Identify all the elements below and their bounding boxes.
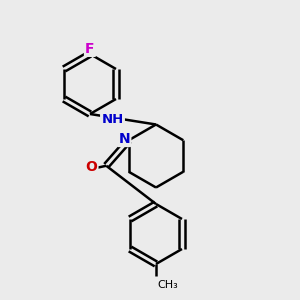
Text: CH₃: CH₃ xyxy=(158,280,178,290)
Text: O: O xyxy=(85,160,97,174)
Text: NH: NH xyxy=(101,113,124,126)
Text: N: N xyxy=(118,132,130,146)
Text: F: F xyxy=(85,42,95,56)
